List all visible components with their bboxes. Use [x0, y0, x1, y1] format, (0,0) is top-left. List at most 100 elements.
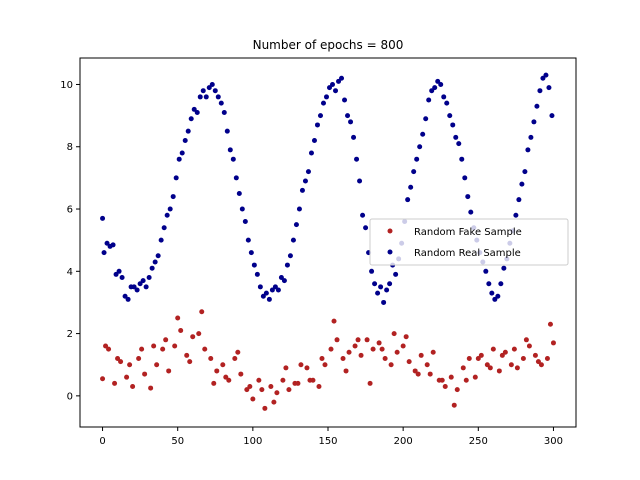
real-sample-point — [155, 253, 161, 259]
real-sample-point — [302, 178, 308, 184]
fake-sample-point — [526, 343, 532, 349]
real-sample-point — [531, 119, 537, 125]
fake-sample-point — [514, 365, 520, 371]
real-sample-point — [351, 134, 357, 140]
real-sample-point — [333, 88, 339, 94]
fake-sample-point — [343, 368, 349, 374]
real-sample-point — [179, 150, 185, 156]
fake-sample-point — [496, 368, 502, 374]
fake-sample-point — [199, 309, 205, 315]
real-sample-point — [251, 262, 257, 268]
fake-sample-point — [460, 365, 466, 371]
x-tick-label: 0 — [99, 436, 105, 447]
fake-sample-point — [334, 337, 340, 343]
fake-sample-point — [235, 349, 241, 355]
real-sample-point — [468, 209, 474, 215]
fake-sample-point — [295, 380, 301, 386]
real-sample-point — [146, 275, 152, 281]
data-points — [100, 72, 556, 411]
fake-sample-point — [283, 365, 289, 371]
fake-sample-point — [535, 359, 541, 365]
real-sample-point — [221, 109, 227, 115]
fake-sample-point — [223, 374, 229, 380]
fake-sample-point — [490, 346, 496, 352]
real-sample-point — [170, 194, 176, 200]
x-axis: 0 50 100 150 200 250 300 — [99, 427, 563, 447]
fake-sample-point — [355, 337, 361, 343]
x-tick-label: 200 — [394, 436, 413, 447]
real-sample-point — [218, 100, 224, 106]
real-sample-point — [215, 94, 221, 100]
fake-sample-point — [550, 340, 556, 346]
real-sample-point — [435, 78, 441, 84]
real-sample-point — [438, 81, 444, 87]
fake-sample-point — [331, 318, 337, 324]
real-sample-point — [236, 190, 242, 196]
real-sample-point — [423, 116, 429, 122]
real-sample-point — [284, 262, 290, 268]
fake-sample-point — [532, 352, 538, 358]
real-sample-point — [417, 144, 423, 150]
real-sample-point — [369, 268, 375, 274]
fake-sample-point — [208, 355, 214, 361]
real-sample-point — [363, 225, 369, 231]
real-sample-point — [119, 275, 125, 281]
fake-sample-point — [367, 380, 373, 386]
real-sample-point — [441, 94, 447, 100]
x-tick-label: 250 — [469, 436, 488, 447]
legend-label-fake: Random Fake Sample — [414, 227, 522, 238]
real-sample-point — [311, 138, 317, 144]
real-sample-point — [414, 156, 420, 162]
fake-sample-point — [466, 355, 472, 361]
real-sample-point — [116, 268, 122, 274]
real-sample-point — [534, 103, 540, 109]
real-sample-point — [104, 240, 110, 246]
fake-sample-point — [280, 377, 286, 383]
real-sample-point — [342, 97, 348, 103]
fake-sample-point — [286, 387, 292, 393]
real-sample-point — [489, 290, 495, 296]
real-sample-point — [483, 268, 489, 274]
x-tick-label: 100 — [243, 436, 262, 447]
fake-sample-point — [130, 384, 136, 390]
x-tick-label: 300 — [544, 436, 563, 447]
y-axis: 0 2 4 6 8 10 — [60, 80, 80, 402]
x-tick-label: 150 — [318, 436, 337, 447]
fake-sample-point — [247, 384, 253, 390]
fake-sample-point — [190, 334, 196, 340]
real-sample-point — [540, 75, 546, 81]
fake-sample-point — [388, 362, 394, 368]
real-sample-point — [227, 147, 233, 153]
fake-sample-point — [184, 352, 190, 358]
y-tick-label: 2 — [67, 329, 73, 340]
legend-label-real: Random Real Sample — [414, 248, 521, 259]
fake-sample-point — [196, 331, 202, 337]
fake-sample-point — [376, 340, 382, 346]
fake-sample-point — [166, 368, 172, 374]
fake-sample-point — [427, 371, 433, 377]
real-sample-point — [233, 175, 239, 181]
real-sample-point — [209, 81, 215, 87]
fake-sample-point — [394, 349, 400, 355]
real-sample-point — [200, 88, 206, 94]
real-sample-point — [426, 97, 432, 103]
real-sample-point — [140, 278, 146, 284]
real-sample-point — [375, 290, 381, 296]
real-sample-point — [528, 134, 534, 140]
fake-sample-point — [319, 355, 325, 361]
real-sample-point — [245, 237, 251, 243]
real-sample-point — [372, 281, 378, 287]
fake-sample-point — [172, 343, 178, 349]
real-sample-point — [462, 175, 468, 181]
real-sample-point — [278, 275, 284, 281]
real-sample-point — [113, 271, 119, 277]
fake-sample-point — [274, 390, 280, 396]
fake-sample-point — [478, 352, 484, 358]
fake-sample-point — [502, 349, 508, 355]
fake-sample-point — [226, 377, 232, 383]
real-sample-point — [320, 100, 326, 106]
real-sample-point — [314, 122, 320, 128]
fake-sample-point — [220, 362, 226, 368]
fake-sample-point — [211, 380, 217, 386]
